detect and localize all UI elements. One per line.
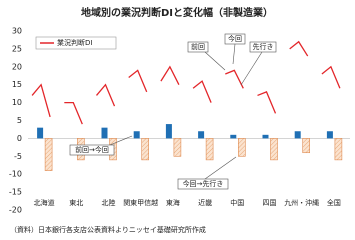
y-tick-label: 30 bbox=[12, 27, 22, 36]
note: 先行き bbox=[253, 42, 274, 51]
note-box bbox=[249, 41, 277, 53]
bar bbox=[165, 124, 172, 139]
line bbox=[64, 101, 83, 125]
note: 前回 bbox=[191, 42, 205, 51]
leader bbox=[232, 43, 236, 65]
bar bbox=[101, 127, 108, 139]
bar bbox=[294, 131, 301, 139]
note-box bbox=[187, 41, 209, 53]
x-tick-label: 関東甲信越 bbox=[123, 198, 158, 207]
note-box bbox=[177, 178, 229, 190]
y-tick-label: -15 bbox=[9, 188, 22, 197]
bar bbox=[37, 127, 44, 139]
leader bbox=[109, 135, 133, 146]
bar bbox=[326, 131, 333, 139]
x-tick-label: 全国 bbox=[327, 198, 341, 207]
line bbox=[192, 80, 212, 103]
x-tick-label: 北海道 bbox=[34, 198, 55, 207]
y-tick-label: 25 bbox=[12, 44, 22, 53]
line bbox=[321, 65, 341, 89]
bar bbox=[44, 138, 53, 171]
note: 前回→今回 bbox=[75, 145, 109, 154]
note-box bbox=[69, 144, 115, 156]
y-tick-label: -10 bbox=[9, 170, 22, 179]
leader bbox=[204, 156, 237, 180]
source: （資料）日本銀行各支店公表資料よりニッセイ基礎研究所作成 bbox=[10, 225, 206, 234]
line bbox=[225, 69, 244, 89]
x-tick-label: 東海 bbox=[166, 198, 180, 207]
line bbox=[31, 83, 51, 118]
bar bbox=[262, 134, 269, 139]
bar bbox=[205, 138, 214, 161]
x-tick-label: 北陸 bbox=[102, 198, 116, 207]
bar bbox=[173, 138, 182, 157]
bar bbox=[334, 138, 343, 161]
line bbox=[96, 83, 116, 107]
leader bbox=[204, 51, 226, 71]
chart-title: 地域別の業況判断DIと変化幅（非製造業） bbox=[81, 6, 273, 19]
line bbox=[257, 91, 277, 114]
y-tick-label: 5 bbox=[17, 116, 22, 125]
bar bbox=[230, 134, 237, 139]
bar bbox=[238, 138, 246, 157]
y-tick-label: 15 bbox=[12, 80, 22, 89]
note-box bbox=[224, 33, 246, 45]
annotations: 前回 今回 先行き 前回→今回 今回→先行き bbox=[69, 33, 277, 190]
x-tick-label: 近畿 bbox=[198, 198, 212, 207]
note: 今回→先行き bbox=[183, 179, 224, 188]
line bbox=[289, 40, 309, 57]
y-tick-label: -5 bbox=[14, 152, 22, 161]
x-tick-label: 九州・沖縄 bbox=[284, 198, 319, 207]
y-tick-label: 20 bbox=[12, 62, 22, 71]
line bbox=[128, 69, 148, 93]
bar bbox=[270, 138, 278, 161]
bar bbox=[302, 138, 311, 154]
legend bbox=[35, 36, 117, 50]
y-tick-label: -20 bbox=[9, 206, 22, 215]
x-tick-label: 四国 bbox=[263, 199, 277, 207]
line bbox=[160, 65, 180, 85]
x-tick-label: 東北 bbox=[69, 198, 83, 207]
x-tick-label: 中国 bbox=[230, 198, 244, 207]
note: 今回 bbox=[228, 34, 242, 43]
y-tick-label: 0 bbox=[17, 134, 22, 143]
y-tick-label: 10 bbox=[12, 98, 22, 107]
bar bbox=[133, 131, 140, 139]
leader bbox=[240, 51, 263, 86]
bar bbox=[141, 138, 149, 161]
legend-label: 業況判断DI bbox=[57, 38, 92, 47]
bar bbox=[198, 131, 205, 139]
